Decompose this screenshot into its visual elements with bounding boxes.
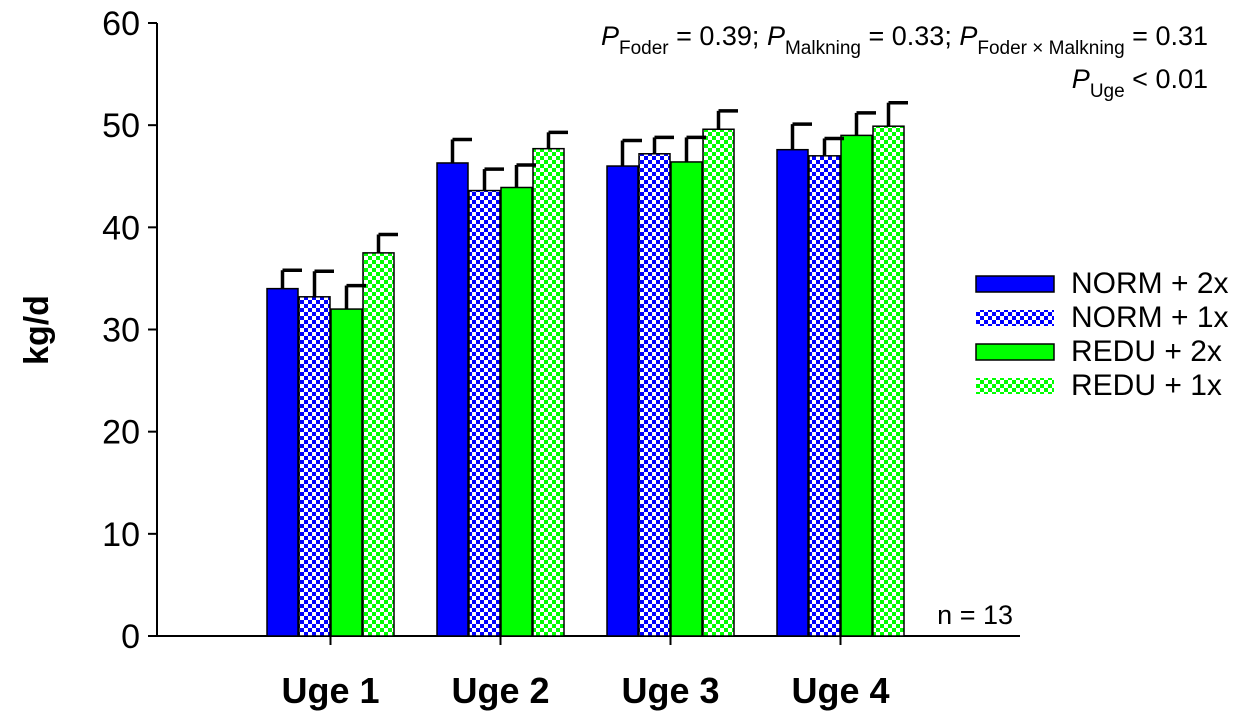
legend-swatch [976,378,1054,394]
bar [840,134,873,637]
legend-swatch [976,310,1054,326]
error-bar [482,167,504,191]
error-bar [854,111,876,136]
x-category-label: Uge 4 [791,670,889,711]
legend-label: REDU + 1x [1071,369,1222,402]
error-bar [716,109,738,130]
legend-swatch [975,275,1055,293]
legend-label: NORM + 2x [1071,267,1229,300]
bar [298,296,331,637]
error-bar [684,135,706,162]
error-bar [790,122,812,150]
bar [362,252,395,637]
bar [702,128,735,637]
error-bar [652,135,674,154]
x-category-label: Uge 2 [451,670,549,711]
bar [808,155,841,637]
error-bar [886,100,908,127]
y-ticks: 0 10 20 30 40 50 60 [102,5,157,656]
legend-swatch [975,343,1055,361]
bars [266,125,905,637]
error-bar [376,232,398,253]
y-tick-label: 30 [102,312,140,350]
error-bar [344,283,366,310]
error-bar [280,268,302,289]
y-tick-label: 10 [102,516,140,554]
bar [468,189,501,637]
error-bar [822,136,844,156]
y-tick-label: 60 [102,5,140,43]
x-category-label: Uge 1 [281,670,379,711]
p-value-line-2: PUge < 0.01 [1072,64,1208,102]
error-bar [546,130,568,149]
y-tick-label: 0 [121,618,140,656]
bar [638,153,671,637]
bar [436,162,469,637]
x-ticks: Uge 1 Uge 2 Uge 3 Uge 4 [281,636,890,711]
y-tick-label: 50 [102,107,140,145]
bar [670,161,703,637]
bar [776,148,809,637]
error-bar [514,163,536,188]
bar [500,186,533,637]
bar [266,287,299,637]
bar [872,125,905,637]
legend-label: REDU + 2x [1071,335,1222,368]
sample-size-note: n = 13 [937,600,1013,630]
x-category-label: Uge 3 [621,670,719,711]
error-bars [280,100,908,310]
bar [532,147,565,637]
error-bar [450,137,472,163]
p-value-line-1: PFoder = 0.39; PMalkning = 0.33; PFoder … [601,21,1208,59]
error-bar [620,138,642,167]
y-axis-label: kg/d [18,295,56,365]
bar [606,165,639,637]
legend-label: NORM + 1x [1071,301,1229,334]
bar [330,308,363,637]
error-bar [312,269,334,297]
y-tick-label: 20 [102,414,140,452]
y-tick-label: 40 [102,209,140,247]
